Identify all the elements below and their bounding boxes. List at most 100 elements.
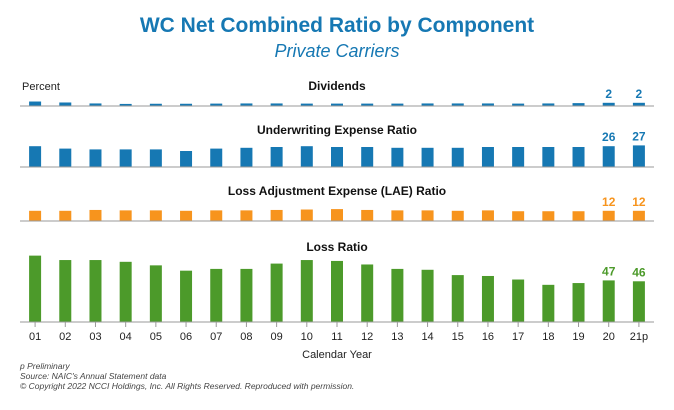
x-axis-label: Calendar Year [302, 349, 372, 361]
bar [331, 103, 343, 106]
bar [119, 261, 132, 322]
x-tick-label: 04 [120, 331, 132, 343]
bar [180, 151, 193, 167]
bar [451, 103, 464, 106]
panel-title: Underwriting Expense Ratio [257, 123, 417, 137]
x-tick-label: 01 [29, 331, 41, 343]
bar [421, 210, 434, 221]
bar [572, 103, 585, 106]
bar [89, 103, 102, 106]
bar [29, 146, 42, 167]
bar [89, 209, 102, 221]
bar [59, 102, 72, 106]
x-tick-label: 05 [150, 331, 162, 343]
bar [300, 103, 313, 106]
bar [270, 103, 283, 106]
bar [421, 269, 434, 322]
bar [572, 147, 585, 167]
x-tick-label: 19 [572, 331, 584, 343]
bar [59, 260, 72, 322]
bar [632, 210, 645, 221]
x-tick-label: 08 [240, 331, 252, 343]
bar [632, 281, 645, 322]
bar [300, 146, 313, 167]
chart-title: WC Net Combined Ratio by Component [139, 14, 535, 37]
x-tick-label: 07 [210, 331, 222, 343]
bar [481, 210, 494, 221]
bar [331, 260, 343, 322]
bar [240, 147, 253, 167]
bar [361, 209, 374, 221]
bar [180, 210, 193, 221]
bar [602, 280, 615, 322]
bar [512, 279, 525, 322]
data-label: 46 [632, 265, 646, 279]
bar [632, 145, 645, 167]
bar [602, 102, 615, 106]
bar [270, 209, 283, 221]
bar [421, 103, 434, 106]
bar [149, 103, 162, 106]
bar [270, 263, 283, 322]
x-tick-label: 03 [89, 331, 101, 343]
bar [29, 255, 42, 322]
bar [391, 147, 404, 167]
bar [29, 210, 42, 221]
bar [361, 147, 374, 167]
bar [572, 283, 585, 322]
bar [300, 260, 313, 322]
chart-subtitle: Private Carriers [274, 41, 400, 61]
bar [89, 260, 102, 322]
bar [119, 210, 132, 221]
bar [572, 211, 585, 221]
data-label: 12 [632, 195, 646, 209]
panel-title: Loss Ratio [306, 240, 367, 254]
bar [361, 264, 374, 322]
data-label: 2 [605, 87, 612, 101]
bar [481, 275, 494, 322]
bar [391, 103, 404, 106]
bar [542, 284, 555, 322]
bar [421, 147, 434, 167]
x-tick-label: 12 [361, 331, 373, 343]
bar [59, 210, 72, 221]
bar [542, 147, 555, 167]
x-tick-label: 20 [603, 331, 615, 343]
x-tick-label: 15 [452, 331, 464, 343]
bar [270, 147, 283, 167]
bar [59, 148, 72, 167]
bar [149, 210, 162, 221]
x-tick-label: 18 [542, 331, 554, 343]
bar [210, 268, 223, 322]
bar [149, 149, 162, 167]
footnote-preliminary: p Preliminary [20, 361, 70, 371]
bar [512, 147, 525, 167]
panel-title: Loss Adjustment Expense (LAE) Ratio [228, 184, 446, 198]
x-tick-label: 06 [180, 331, 192, 343]
bar [632, 102, 645, 106]
x-tick-label: 02 [59, 331, 71, 343]
x-tick-label: 10 [301, 331, 313, 343]
bar [210, 103, 223, 106]
data-label: 2 [636, 87, 643, 101]
bar [481, 103, 494, 106]
bar [240, 103, 253, 106]
bar [300, 209, 313, 221]
bar [451, 210, 464, 221]
bar [451, 147, 464, 167]
bar [240, 210, 253, 221]
bar [512, 211, 525, 221]
panel-title: Dividends [308, 79, 366, 93]
data-label: 26 [602, 130, 616, 144]
bar [89, 149, 102, 167]
bar [149, 265, 162, 322]
bar [29, 101, 42, 106]
bar [331, 147, 343, 167]
x-tick-label: 21p [630, 331, 648, 343]
bar [119, 149, 132, 167]
bar [512, 103, 525, 106]
bar [391, 268, 404, 322]
data-label: 27 [632, 129, 646, 143]
bar [210, 148, 223, 167]
data-label: 12 [602, 195, 616, 209]
